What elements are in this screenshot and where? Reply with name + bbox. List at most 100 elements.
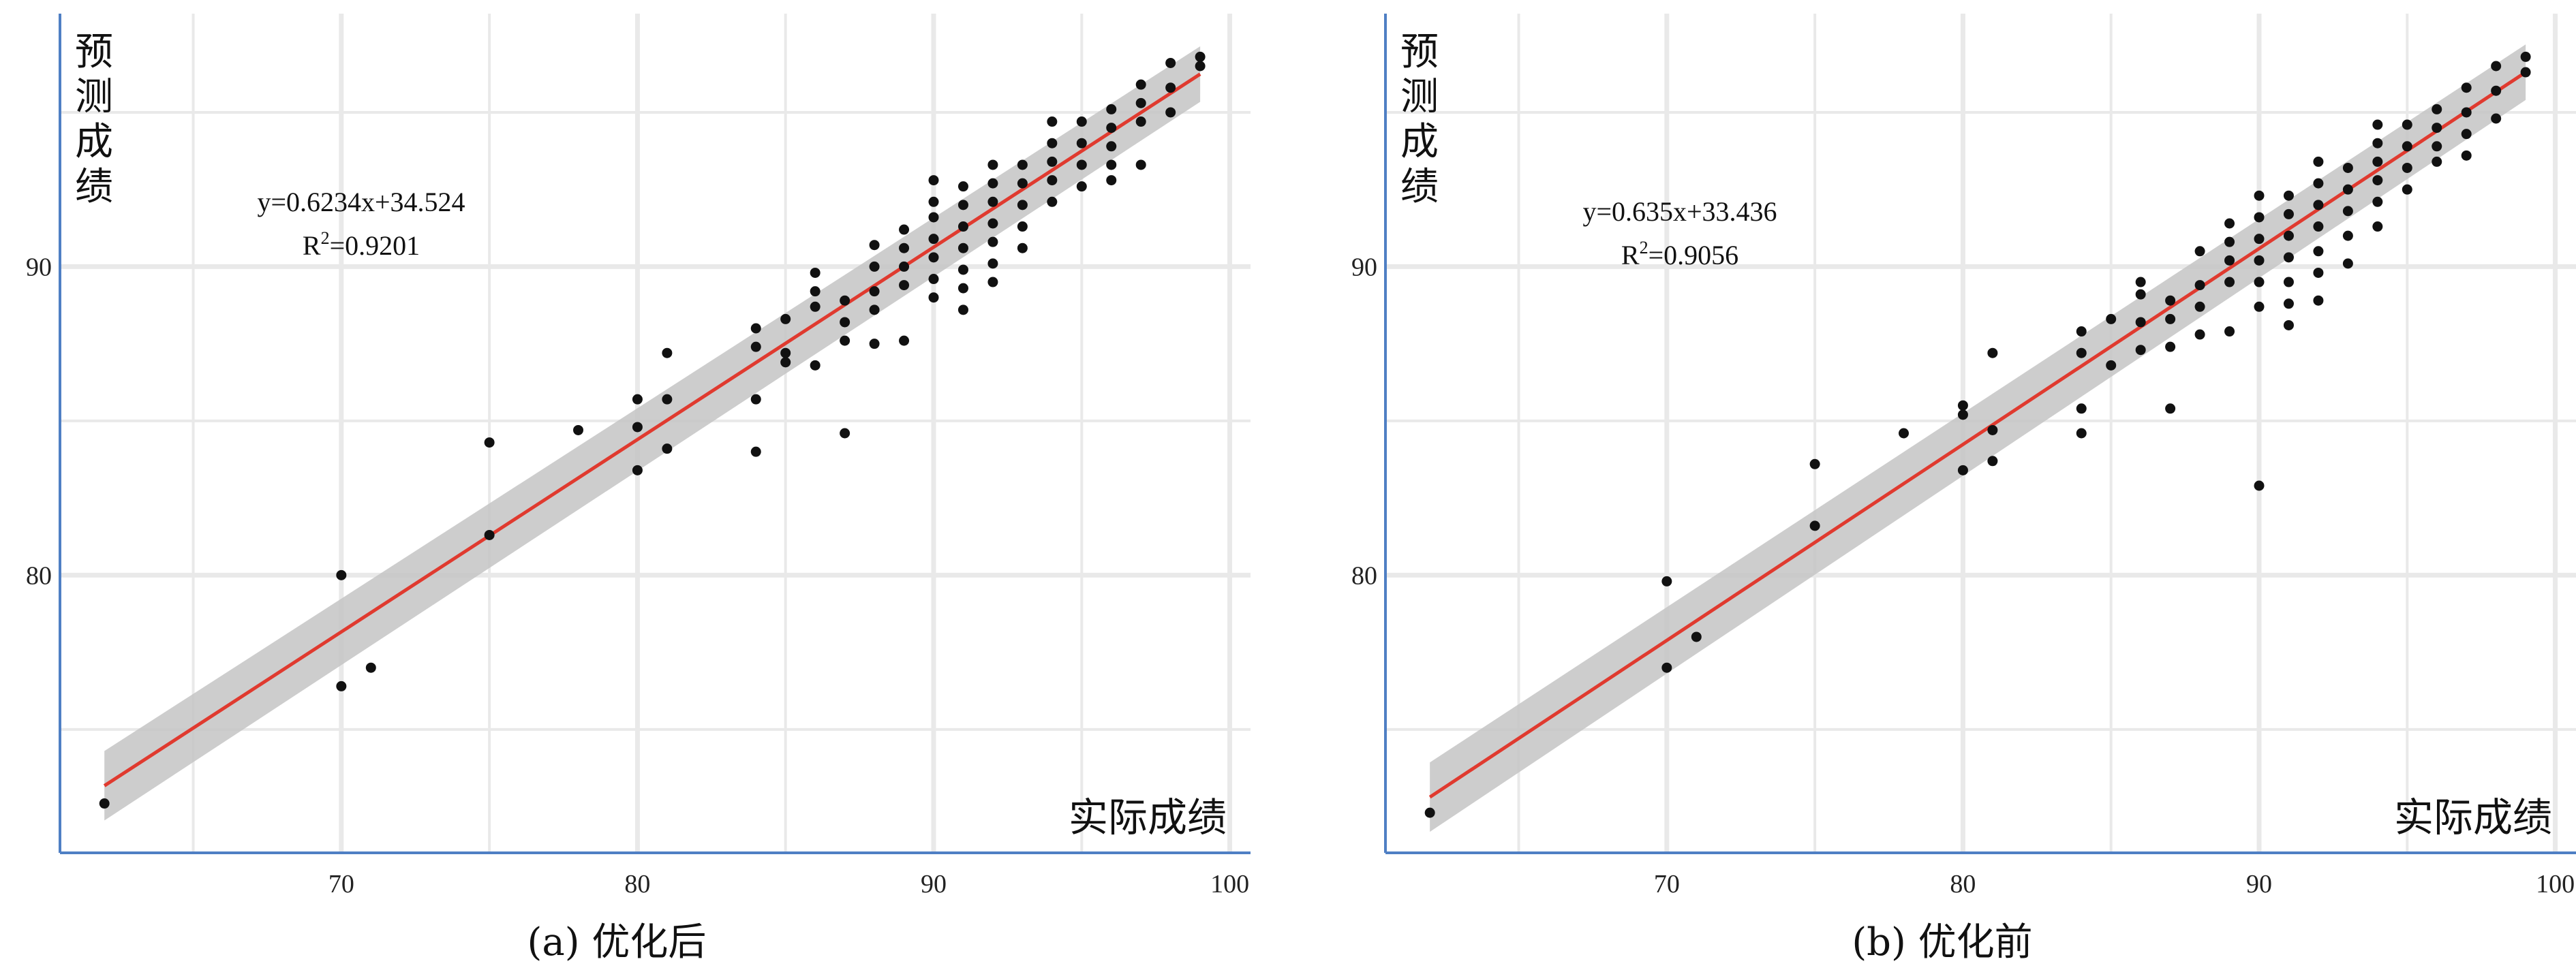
data-point xyxy=(750,341,761,352)
data-point xyxy=(632,465,643,475)
data-point xyxy=(2254,301,2265,312)
data-point xyxy=(2254,212,2265,223)
data-point xyxy=(1106,123,1117,134)
data-point xyxy=(2076,403,2087,414)
data-point xyxy=(1195,61,1206,72)
data-point xyxy=(2402,162,2412,173)
data-point xyxy=(928,212,939,223)
data-point xyxy=(2432,123,2442,134)
r-squared-exponent: 2 xyxy=(1640,238,1649,257)
data-point xyxy=(2372,138,2383,148)
data-point xyxy=(2135,277,2146,287)
data-point xyxy=(840,335,850,346)
data-point xyxy=(1165,82,1176,93)
data-point xyxy=(957,304,968,315)
data-point xyxy=(2372,175,2383,186)
data-point xyxy=(957,283,968,294)
data-point xyxy=(2461,150,2472,161)
data-point xyxy=(810,360,821,371)
data-point xyxy=(1424,807,1435,818)
data-point xyxy=(2342,230,2353,241)
data-point xyxy=(484,437,495,448)
confidence-band-area xyxy=(104,46,1201,821)
data-point xyxy=(1017,200,1028,210)
data-point xyxy=(810,301,821,312)
data-point xyxy=(1076,138,1087,148)
data-point xyxy=(1106,141,1117,152)
data-point xyxy=(750,323,761,334)
data-point xyxy=(2194,280,2205,291)
data-point xyxy=(1957,400,1968,411)
data-point xyxy=(2313,246,2324,257)
x-tick-label: 80 xyxy=(1950,870,1976,898)
data-point xyxy=(2283,252,2294,263)
y-axis-title-text: 预测成绩 xyxy=(75,30,113,209)
data-point xyxy=(1106,104,1117,114)
chart-panel-optimized: 70 80 90 100 80 90 预测成绩 y=0.6234x+34.524 R2=0… xyxy=(0,0,1251,970)
data-point xyxy=(2194,301,2205,312)
x-tick-label: 90 xyxy=(921,870,947,898)
data-point xyxy=(957,181,968,192)
data-point xyxy=(2254,480,2265,491)
data-point xyxy=(2135,317,2146,328)
data-point xyxy=(957,242,968,253)
data-point xyxy=(2135,345,2146,356)
data-point xyxy=(2224,236,2235,247)
data-point xyxy=(987,258,998,269)
y-axis-title-char: 预 xyxy=(1400,30,1439,74)
data-point xyxy=(2313,178,2324,189)
regression-equation: y=0.635x+33.436 xyxy=(1582,196,1777,227)
y-axis-title: 预测成绩 xyxy=(75,30,113,209)
data-point xyxy=(2461,82,2472,93)
data-point xyxy=(957,264,968,275)
data-point xyxy=(2372,156,2383,167)
x-axis-title: 实际成绩 xyxy=(1069,794,1227,841)
confidence-band-area xyxy=(1430,44,2526,832)
axes xyxy=(1384,14,2576,854)
data-point xyxy=(2461,107,2472,118)
data-point xyxy=(2165,341,2176,352)
data-point xyxy=(1047,156,1058,167)
data-point xyxy=(928,234,939,245)
data-point xyxy=(484,529,495,540)
data-point xyxy=(2313,267,2324,278)
regression-line-path xyxy=(103,72,1201,787)
data-point xyxy=(2342,258,2353,269)
data-point xyxy=(2432,156,2442,167)
data-point xyxy=(840,317,850,328)
scatter-chart-optimized: 70 80 90 100 80 90 预测成绩 y=0.6234x+34.524 R2=0… xyxy=(26,14,1251,965)
regression-line xyxy=(1428,70,2527,799)
data-point xyxy=(2432,104,2442,114)
data-point xyxy=(99,798,110,809)
data-point xyxy=(2165,295,2176,306)
data-point xyxy=(928,292,939,303)
y-axis-title-char: 预 xyxy=(75,30,113,74)
data-point xyxy=(928,175,939,186)
regression-equation: y=0.6234x+34.524 xyxy=(257,187,465,217)
data-point xyxy=(899,335,910,346)
data-point xyxy=(1017,242,1028,253)
data-point xyxy=(899,242,910,253)
data-point xyxy=(1135,116,1146,127)
data-point xyxy=(2283,190,2294,201)
data-point xyxy=(2372,119,2383,130)
tick-labels: 70 80 90 100 80 90 xyxy=(26,253,1249,898)
data-point xyxy=(2342,184,2353,195)
data-point xyxy=(1047,138,1058,148)
data-point xyxy=(780,313,791,324)
data-point xyxy=(2313,221,2324,232)
data-point xyxy=(2165,313,2176,324)
data-point xyxy=(987,178,998,189)
r-squared-symbol: R xyxy=(1621,240,1640,270)
data-point xyxy=(2254,234,2265,245)
data-point xyxy=(2313,295,2324,306)
data-point xyxy=(2224,255,2235,266)
regression-line-path xyxy=(1428,70,2527,799)
data-point xyxy=(1987,456,1998,467)
data-point xyxy=(2520,51,2531,62)
data-point xyxy=(869,339,880,349)
data-point xyxy=(1047,116,1058,127)
data-point xyxy=(365,662,376,673)
data-point xyxy=(632,394,643,405)
data-point xyxy=(2372,221,2383,232)
